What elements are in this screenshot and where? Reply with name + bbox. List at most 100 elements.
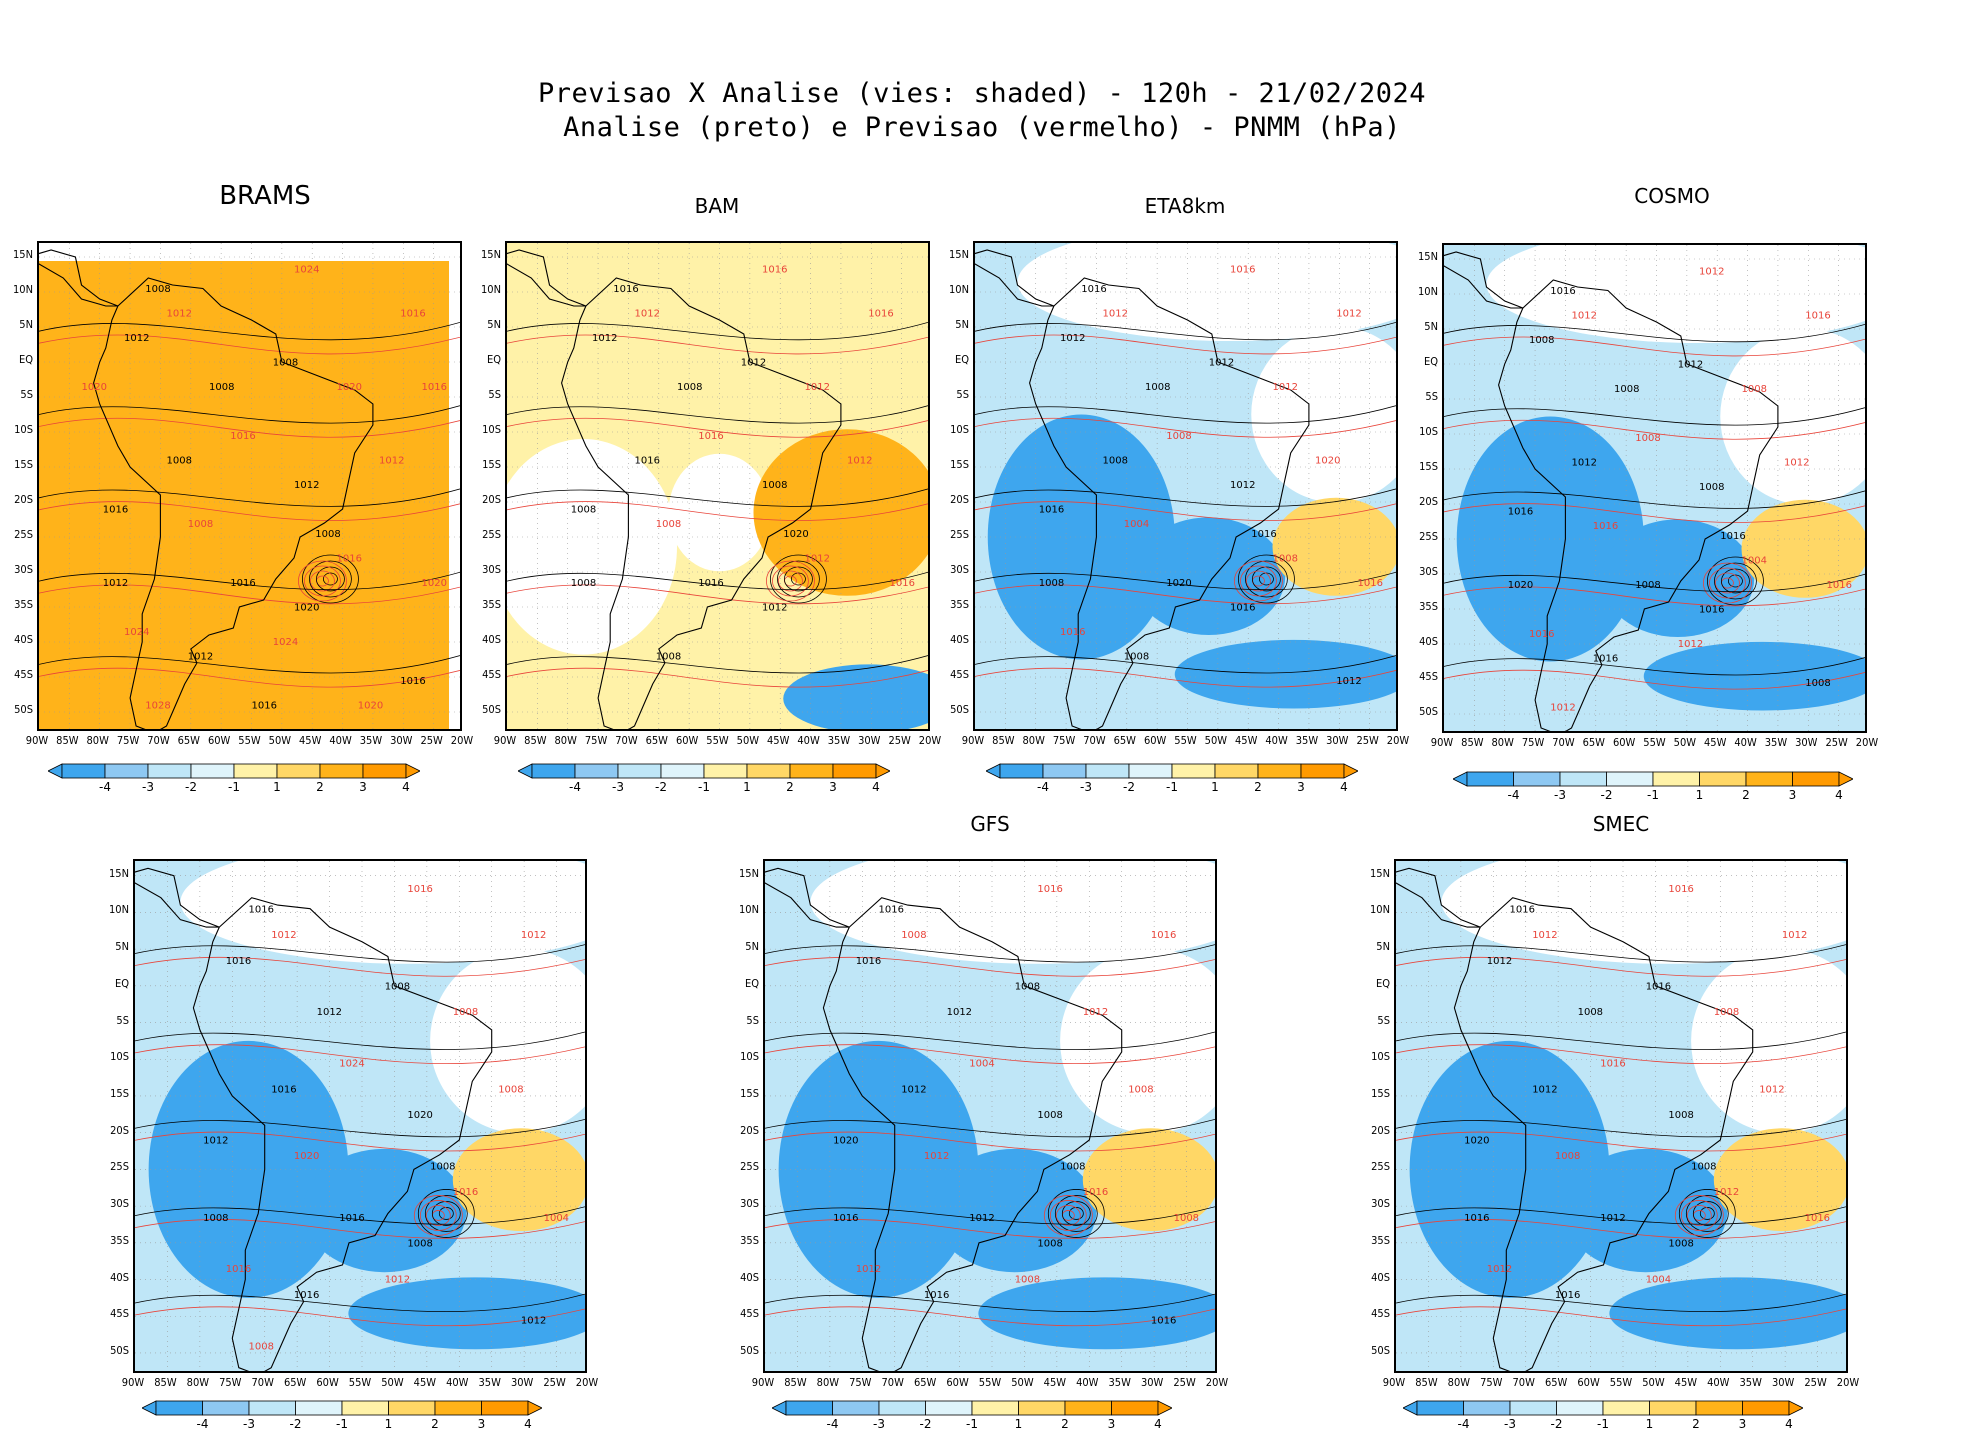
longitude-tick-label: 50W [268, 734, 292, 747]
forecast-pressure-label: 1012 [385, 1274, 410, 1285]
latitude-tick-label: 15N [1370, 866, 1390, 880]
analysis-pressure-label: 1020 [1464, 1136, 1489, 1147]
longitude-tick-label: 20W [918, 734, 942, 747]
latitude-tick-label: 30S [740, 1197, 759, 1211]
colorbar-swatch [971, 1400, 1019, 1416]
figure-title-line2: Analise (preto) e Previsao (vermelho) - … [563, 112, 1401, 143]
coastline [822, 897, 1123, 1371]
forecast-pressure-label: 1016 [698, 431, 723, 442]
colorbar-label: 1 [384, 1417, 393, 1431]
longitude-tick-label: 55W [706, 734, 729, 747]
latitude-tick-label: 10S [14, 423, 33, 436]
colorbar-label: 4 [1835, 788, 1843, 802]
bias-shading [1017, 243, 1396, 341]
analysis-pressure-label: 1012 [294, 480, 319, 491]
forecast-isobar [975, 417, 1396, 438]
bias-shading [452, 1128, 585, 1232]
forecast-isobar [1396, 1306, 1846, 1327]
bias-shading [302, 1148, 467, 1273]
analysis-isobar [1444, 573, 1865, 593]
analysis-pressure-label: 1008 [209, 382, 234, 393]
analysis-pressure-label: 1008 [1037, 1239, 1062, 1250]
colorbar-swatch [1513, 771, 1561, 787]
latitude-tick-label: 25S [740, 1160, 759, 1174]
longitude-tick-label: 60W [1612, 736, 1636, 749]
coastline [1029, 277, 1310, 729]
latitude-tick-label: 15S [110, 1086, 129, 1100]
colorbar-swatch [1695, 1400, 1743, 1416]
longitude-tick-label: 85W [154, 1376, 177, 1389]
forecast-pressure-label: 1012 [1273, 382, 1298, 393]
analysis-isobar [1259, 572, 1274, 586]
forecast-pressure-label: 1016 [762, 264, 787, 275]
longitude-tick-label: 35W [478, 1376, 501, 1389]
longitude-tick-label: 35W [1295, 734, 1319, 747]
colorbar-label: -1 [698, 780, 710, 794]
latitude-tick-label: 20S [482, 493, 501, 506]
latitude-tick-label: 30S [14, 563, 33, 576]
latitude-tick-label: 20S [14, 493, 33, 506]
colorbar-swatch [1257, 763, 1302, 779]
analysis-pressure-label: 1008 [1691, 1161, 1716, 1172]
forecast-pressure-label: 1012 [1336, 309, 1361, 320]
latitude-tick-label: 25S [14, 528, 33, 541]
analysis-isobar [1245, 560, 1288, 598]
forecast-isobar [765, 1131, 1215, 1152]
latitude-tick-label: 10S [1371, 1050, 1390, 1064]
colorbar-swatch [362, 763, 407, 779]
colorbar-swatch [434, 1400, 482, 1416]
longitude-tick-label: 80W [1447, 1376, 1471, 1389]
longitude-tick-label: 80W [186, 1376, 210, 1389]
longitude-tick-label: 85W [1461, 736, 1484, 749]
colorbar-label: 1 [273, 780, 281, 794]
colorbar-label: -2 [919, 1417, 932, 1431]
latitude-tick-label: EQ [1423, 355, 1438, 368]
longitude-tick-label: 75W [584, 734, 608, 747]
colorbar-swatch [574, 763, 619, 779]
forecast-pressure-label: 1016 [226, 1264, 251, 1275]
colorbar: -4 -3 -2 -1 1 2 3 4 [986, 763, 1358, 795]
colorbar-swatch [319, 763, 364, 779]
analysis-pressure-label: 1008 [1124, 652, 1149, 663]
analysis-pressure-label: 1012 [741, 358, 766, 369]
longitude-tick-label: 60W [1577, 1376, 1600, 1389]
latitude-tick-label: 50S [1419, 705, 1438, 718]
analysis-pressure-label: 1016 [294, 1290, 319, 1301]
analysis-pressure-label: 1016 [1699, 605, 1724, 616]
latitude-tick-label: 40S [950, 633, 969, 646]
latitude-tick-label: 5N [19, 318, 33, 331]
longitude-tick-label: 60W [675, 734, 699, 747]
analysis-isobar [1047, 1189, 1105, 1238]
forecast-isobar [304, 565, 341, 597]
longitude-tick-label: 75W [849, 1376, 872, 1389]
forecast-isobar [425, 1205, 451, 1226]
latitude-tick-label: 15N [13, 248, 33, 261]
longitude-tick-label: 70W [251, 1376, 274, 1389]
colorbar-swatch [1556, 1400, 1604, 1416]
longitude-tick-label: 75W [1480, 1376, 1503, 1389]
colorbar-label: 4 [402, 780, 410, 794]
latitude-tick-label: 50S [740, 1343, 759, 1357]
colorbar-swatch [1699, 771, 1747, 787]
bias-shading [1082, 1128, 1215, 1232]
colorbar-label: -4 [99, 780, 111, 794]
colorbar-label: 3 [477, 1417, 486, 1431]
analysis-isobar [975, 571, 1396, 591]
latitude-tick-label: 20S [110, 1123, 129, 1137]
figure-title-line1: Previsao X Analise (vies: shaded) - 120h… [537, 78, 1427, 109]
latitude-tick-label: 35S [1371, 1233, 1390, 1247]
analysis-isobar [135, 1206, 585, 1225]
longitude-tick-label: 25W [1804, 1376, 1827, 1389]
analysis-isobar [39, 571, 460, 591]
latitude-tick-label: 5S [956, 388, 969, 401]
forecast-pressure-label: 1016 [1593, 521, 1618, 532]
analysis-pressure-label: 1020 [1166, 578, 1191, 589]
analysis-isobar [1396, 944, 1846, 963]
longitude-tick-label: 75W [219, 1376, 242, 1389]
latitude-tick-label: 15S [1371, 1086, 1390, 1100]
latitude-tick-label: 5S [1425, 390, 1438, 403]
longitude-tick-label: 50W [736, 734, 760, 747]
longitude-tick-label: 40W [1734, 736, 1757, 749]
map-canvas: 1016 1008 1008 1012 1012 1016 1008 1016 1020 1008… [1444, 245, 1865, 731]
latitude-tick-label: 5S [20, 388, 33, 401]
